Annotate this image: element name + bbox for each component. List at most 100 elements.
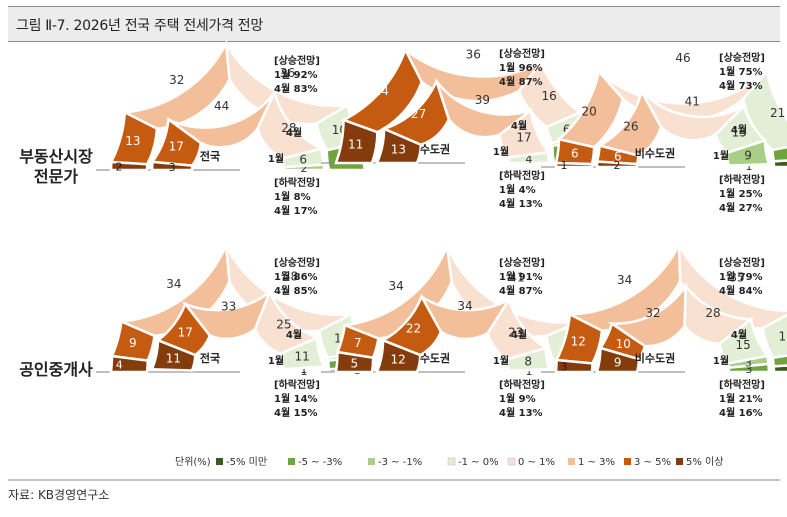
p5-inner-gt_5-value: 9 (614, 356, 622, 370)
p5-outer-gt_5-segment (554, 358, 594, 374)
p1-inner-p3_5-value: 27 (411, 107, 426, 121)
legend-label-m3_m1: -3 ~ -1% (378, 457, 422, 468)
p5-up-box-line-2: 4월 84% (719, 285, 763, 297)
p5-region-name: 비수도권 (635, 351, 675, 365)
p2-down-box-line-2: 4월 27% (719, 202, 763, 214)
legend-label-m5_m3: -5 ~ -3% (298, 457, 342, 468)
p5-outer-p1_3-value: 34 (617, 273, 632, 287)
p5-inner-m3_m1-value: 3 (745, 357, 752, 370)
p3-inner-m3_m1-value: 1 (300, 363, 307, 376)
p2-up-box-line-2: 4월 73% (719, 80, 763, 92)
p2-inner-p3_5-value: 6 (614, 150, 622, 164)
p3-down-box-line-2: 4월 15% (274, 407, 318, 419)
row-label-experts-text: 부동산시장 전문가 (19, 147, 93, 186)
p5-inner-m5_m3-value: 3 (745, 363, 752, 376)
p4-outer-z_1-value: 41 (509, 270, 524, 284)
p0-outer-p3_5-value: 13 (125, 134, 140, 148)
p3-inner-p3_5-value: 17 (178, 325, 193, 339)
p3-inner-gt_5-segment (150, 338, 197, 372)
p0-outer-gt_5-segment (109, 160, 149, 172)
p3-region-name: 전국 (200, 351, 220, 365)
p2-outer-m1_0-value: 21 (770, 106, 785, 120)
p0-label-month4: 4월 (286, 127, 302, 139)
p5-inner-p3_5-value: 10 (616, 337, 631, 351)
p3-outer-p3_5-value: 9 (129, 336, 137, 350)
p5-outer-z_1-value: 35 (729, 270, 744, 284)
p3-outer-p1_3-value: 34 (166, 277, 181, 291)
p3-up-box-line-0: [상승전망] (274, 256, 320, 269)
p2-inner-p1_3-value: 26 (623, 120, 638, 134)
p4-region-name: 수도권 (420, 352, 450, 365)
legend-label-p3_5: 3 ~ 5% (634, 457, 671, 468)
p2-outer-z_1-value: 46 (675, 51, 690, 65)
p0-outer-gt_5-value: 2 (116, 160, 123, 173)
p3-label-month4: 4월 (286, 329, 302, 341)
p1-inner-gt_5-segment (375, 126, 423, 165)
p2-label-month4: 4월 (731, 124, 747, 136)
p1-outer-p1_3-value: 36 (466, 47, 481, 61)
p0-region-name: 전국 (200, 149, 220, 163)
p0-outer-p1_3-value: 32 (169, 73, 184, 87)
p3-inner-m5_m3-value: 1 (300, 365, 307, 378)
p3-label-month1: 1월 (268, 355, 284, 367)
p5-up-box-line-1: 1월 79% (719, 271, 763, 283)
legend-label-z_1: 0 ~ 1% (518, 457, 555, 468)
legend-label-lt_m5: -5% 미만 (226, 456, 267, 468)
legend-swatch-p1_3 (568, 458, 575, 465)
p3-outer-gt_5-value: 4 (116, 359, 123, 372)
p0-outer-z_1-value: 36 (280, 66, 295, 80)
p5-outer-gt_5-value: 3 (561, 360, 568, 373)
p4-outer-gt_5-value: 5 (351, 356, 359, 370)
p3-inner-z_1-value: 25 (276, 318, 291, 332)
p0-inner-p1_3-value: 44 (214, 99, 229, 113)
p5-down-box-line-2: 4월 16% (719, 407, 763, 419)
p4-inner-p1_3-value: 34 (457, 299, 472, 313)
legend-swatch-lt_m5 (216, 458, 223, 465)
legend-label-p1_3: 1 ~ 3% (578, 457, 615, 468)
p4-inner-gt_5-segment (375, 338, 422, 374)
p3-outer-z_1-value: 38 (283, 269, 298, 283)
p3-inner-p1_3-value: 33 (221, 300, 236, 314)
p4-inner-m1_0-value: 8 (524, 355, 532, 369)
row-label-agents: 공인중개사 (4, 360, 108, 380)
p2-up-box-line-1: 1월 75% (719, 66, 763, 78)
p2-down-box-line-0: [하락전망] (719, 173, 765, 186)
p4-inner-z_1-value: 23 (508, 325, 523, 339)
p0-up-box-line-0: [상승전망] (274, 54, 320, 67)
p1-down-box-line-1: 1월 4% (499, 184, 536, 196)
p0-inner-m3_m1-value: 2 (300, 162, 307, 175)
p1-outer-m1_0-value: 6 (563, 122, 571, 136)
p1-inner-z_1-value: 17 (516, 131, 531, 145)
p5-outer-p3_5-value: 12 (571, 335, 586, 349)
p5-inner-p1_3-value: 32 (645, 306, 660, 320)
p1-inner-gt_5-value: 13 (391, 143, 406, 157)
p1-inner-m1_0-value: 4 (525, 153, 532, 166)
p0-down-box-line-1: 1월 8% (274, 191, 311, 203)
legend-title: 단위(%) (175, 455, 211, 468)
p2-inner-z_1-value: 41 (685, 95, 700, 109)
p1-up-box-line-0: [상승전망] (499, 47, 545, 60)
p4-down-box-line-2: 4월 13% (499, 407, 543, 419)
p3-inner-gt_5-value: 11 (166, 352, 181, 366)
p1-outer-z_1-value: 16 (541, 89, 556, 103)
p5-inner-gt_5-segment (595, 346, 641, 374)
p4-inner-gt_5-value: 12 (391, 353, 406, 367)
p3-inner-m1_0-value: 11 (295, 350, 310, 364)
p4-up-box-line-1: 1월 91% (499, 271, 543, 283)
row-label-agents-text: 공인중개사 (19, 360, 93, 379)
p2-inner-m5_m3-value: 1 (745, 160, 752, 173)
p5-down-box-line-0: [하락전망] (719, 378, 765, 391)
p1-outer-p3_5-value: 24 (374, 84, 389, 98)
p5-up-box-line-0: [상승전망] (719, 256, 765, 269)
legend-label-gt_5: 5% 이상 (686, 456, 723, 468)
p0-inner-gt_5-value: 3 (169, 161, 176, 174)
p1-label-month4: 4월 (511, 120, 527, 132)
figure-title: 그림 Ⅱ-7. 2026년 전국 주택 전세가격 전망 (16, 18, 263, 34)
p2-outer-p3_5-value: 6 (571, 146, 579, 160)
p0-inner-m1_0-value: 6 (299, 153, 307, 167)
p0-label-month1: 1월 (268, 153, 284, 165)
p4-outer-p1_3-value: 34 (389, 279, 404, 293)
p2-outer-gt_5-segment (554, 161, 594, 169)
p5-label-month1: 1월 (713, 355, 729, 367)
